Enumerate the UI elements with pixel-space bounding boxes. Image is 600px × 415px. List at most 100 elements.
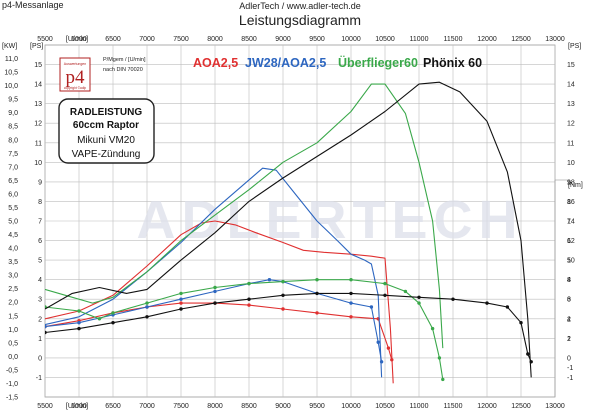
torque-point	[213, 289, 217, 294]
tick-label-kw: 6,5	[8, 178, 18, 185]
torque-point	[281, 279, 285, 284]
torque-point	[45, 324, 47, 329]
torque-point	[526, 352, 530, 356]
tick-label-ps-right: 8	[567, 199, 571, 206]
tick-label-ps-left: 1	[38, 336, 42, 343]
torque-point	[267, 278, 272, 282]
tick-label-ps-right: 9	[567, 179, 571, 186]
tick-label-kw: -1,5	[6, 395, 18, 402]
tick-label-kw: 2,5	[8, 286, 18, 293]
company-website: AdlerTech / www.adler-tech.de	[239, 1, 361, 11]
axis-label-ps-right: [PS]	[568, 43, 581, 50]
tick-label-ps-right: 11	[567, 140, 574, 147]
axis-label-nm: [Nm]	[568, 182, 583, 189]
tick-label-x-bottom: 6500	[105, 403, 121, 410]
torque-point	[281, 293, 285, 297]
tick-label-ps-left: 0	[38, 355, 42, 362]
tick-label-x-bottom: 8500	[241, 403, 257, 410]
torque-point	[376, 340, 380, 344]
axis-label-kw: [KW]	[2, 43, 17, 50]
tick-label-nm: 16	[567, 199, 575, 206]
torque-point	[383, 281, 387, 286]
tick-label-nm: 12	[567, 238, 575, 245]
info-line-1: RADLEISTUNG	[70, 107, 142, 118]
torque-point	[77, 321, 81, 325]
torque-curve	[45, 302, 393, 360]
p4-logo: Auswertungen p4 copyright ©adlp	[59, 57, 91, 92]
torque-point	[247, 281, 251, 286]
torque-point	[430, 326, 435, 331]
legend-item: Überflieger60	[338, 55, 418, 70]
tick-label-x-bottom: 11500	[444, 403, 463, 410]
tick-label-ps-left: 9	[38, 179, 42, 186]
torque-point	[281, 307, 285, 311]
tick-label-x-top: 6000	[71, 36, 87, 43]
chart-curves	[45, 81, 533, 384]
tick-label-x-top: 11500	[444, 36, 463, 43]
tick-label-x-bottom: 10500	[375, 403, 395, 410]
tick-label-x-bottom: 10000	[341, 403, 361, 410]
tick-label-ps-right: 13	[567, 101, 575, 108]
torque-point	[369, 305, 374, 309]
info-line-3: Mikuni VM20	[77, 135, 135, 146]
legend-item: JW28/AOA2,5	[245, 56, 326, 70]
torque-point	[379, 360, 384, 364]
torque-point	[111, 311, 115, 315]
torque-point	[77, 309, 81, 313]
tick-label-kw: 5,5	[8, 205, 18, 212]
tick-label-kw: 3,0	[8, 273, 18, 280]
tick-label-kw: 4,0	[8, 246, 18, 253]
tick-label-kw: -1,0	[6, 381, 18, 388]
tick-label-x-top: 5500	[37, 36, 53, 43]
torque-curve	[45, 292, 532, 363]
tick-label-x-top: 8500	[241, 36, 257, 43]
tick-label-kw: 0,0	[8, 354, 18, 361]
chart-watermark: ADLERTECH	[137, 190, 524, 250]
tick-label-kw: 2,0	[8, 300, 18, 307]
torque-point	[349, 291, 353, 296]
torque-point	[519, 321, 523, 325]
tick-label-ps-left: 8	[38, 199, 42, 206]
tick-label-ps-right: 7	[567, 219, 571, 226]
torque-point	[97, 317, 102, 321]
tick-label-kw: 8,5	[8, 124, 18, 131]
axis-label-ps-left: [PS]	[30, 43, 43, 50]
torque-point	[505, 305, 510, 309]
info-line-4: VAPE-Zündung	[72, 149, 141, 160]
tick-label-ps-left: 7	[38, 219, 42, 226]
torque-point	[77, 326, 81, 331]
torque-point	[213, 285, 217, 290]
tick-label-ps-left: -1	[36, 375, 42, 382]
tick-label-x-top: 9500	[309, 36, 325, 43]
tick-label-ps-left: 6	[38, 238, 42, 245]
tick-label-x-top: 6500	[105, 36, 121, 43]
tick-label-nm: 10	[567, 258, 575, 265]
tick-label-x-bottom: 11000	[410, 403, 429, 410]
power-curve	[45, 83, 444, 349]
tick-label-ps-right: -1	[567, 375, 573, 382]
torque-point	[417, 301, 421, 305]
torque-point	[383, 293, 387, 297]
torque-point	[315, 311, 319, 315]
tick-label-ps-right: 10	[567, 160, 575, 167]
tick-label-kw: 11,0	[5, 56, 18, 63]
torque-point	[390, 358, 394, 362]
torque-point	[145, 315, 149, 319]
tick-label-x-top: 7000	[139, 36, 155, 43]
tick-label-x-bottom: 12500	[511, 403, 531, 410]
tick-label-x-bottom: 7000	[139, 403, 155, 410]
torque-point	[145, 305, 149, 309]
torque-point	[349, 278, 353, 282]
tick-label-x-bottom: 9000	[275, 403, 291, 410]
legend-item: AOA2,5	[193, 56, 238, 70]
tick-label-x-bottom: 12000	[477, 403, 497, 410]
torque-point	[417, 295, 421, 299]
tick-label-ps-right: 3	[567, 297, 571, 304]
torque-point	[315, 291, 319, 296]
chart-title: Leistungsdiagramm	[238, 12, 362, 28]
tick-label-ps-left: 14	[34, 82, 42, 89]
info-box: RADLEISTUNG 60ccm Raptor Mikuni VM20 VAP…	[58, 98, 155, 164]
tick-label-kw: 1,0	[8, 327, 18, 334]
tick-label-x-top: 9000	[275, 36, 291, 43]
